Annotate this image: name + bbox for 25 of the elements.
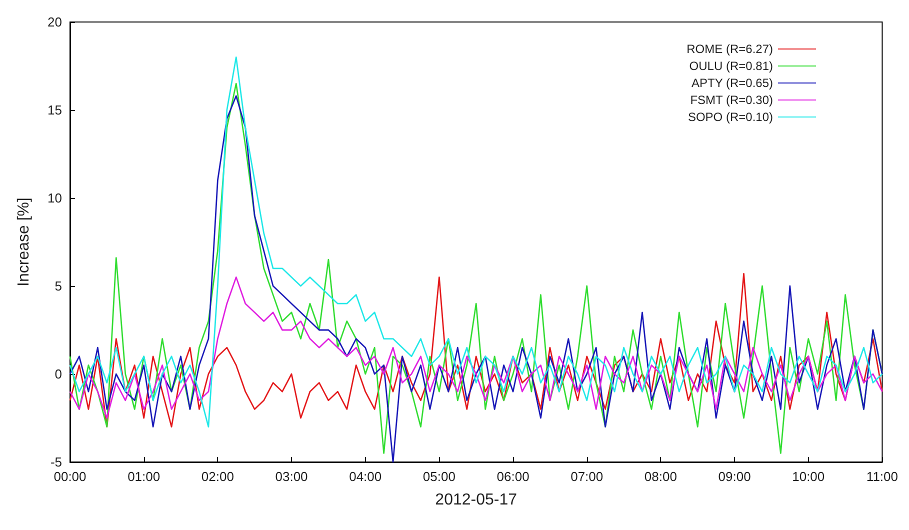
x-tick-label: 03:00 — [275, 469, 308, 484]
y-tick-label: -5 — [50, 454, 62, 470]
legend-label: ROME (R=6.27) — [686, 42, 773, 56]
legend-label: APTY (R=0.65) — [692, 76, 773, 90]
y-tick-label: 15 — [48, 102, 62, 118]
x-tick-label: 11:00 — [866, 469, 898, 484]
x-tick-label: 01:00 — [128, 469, 160, 484]
x-axis-title: 2012-05-17 — [435, 492, 518, 508]
legend-label: OULU (R=0.81) — [689, 59, 773, 73]
y-tick-label: 10 — [48, 190, 62, 206]
legend-label: FSMT (R=0.30) — [690, 93, 773, 107]
y-tick-label: 20 — [48, 14, 62, 30]
y-tick-label: 0 — [54, 366, 62, 382]
x-tick-label: 02:00 — [201, 469, 234, 484]
x-tick-label: 08:00 — [644, 469, 677, 484]
y-tick-label: 5 — [54, 278, 62, 294]
x-tick-label: 00:00 — [54, 469, 86, 484]
y-axis-title: Increase [%] — [16, 198, 32, 286]
x-tick-label: 07:00 — [570, 469, 604, 484]
legend-label: SOPO (R=0.10) — [688, 110, 774, 124]
x-tick-label: 10:00 — [792, 469, 825, 484]
x-tick-label: 05:00 — [422, 469, 456, 484]
x-tick-label: 09:00 — [718, 469, 751, 484]
x-tick-label: 06:00 — [496, 469, 530, 484]
x-tick-label: 04:00 — [349, 469, 382, 484]
